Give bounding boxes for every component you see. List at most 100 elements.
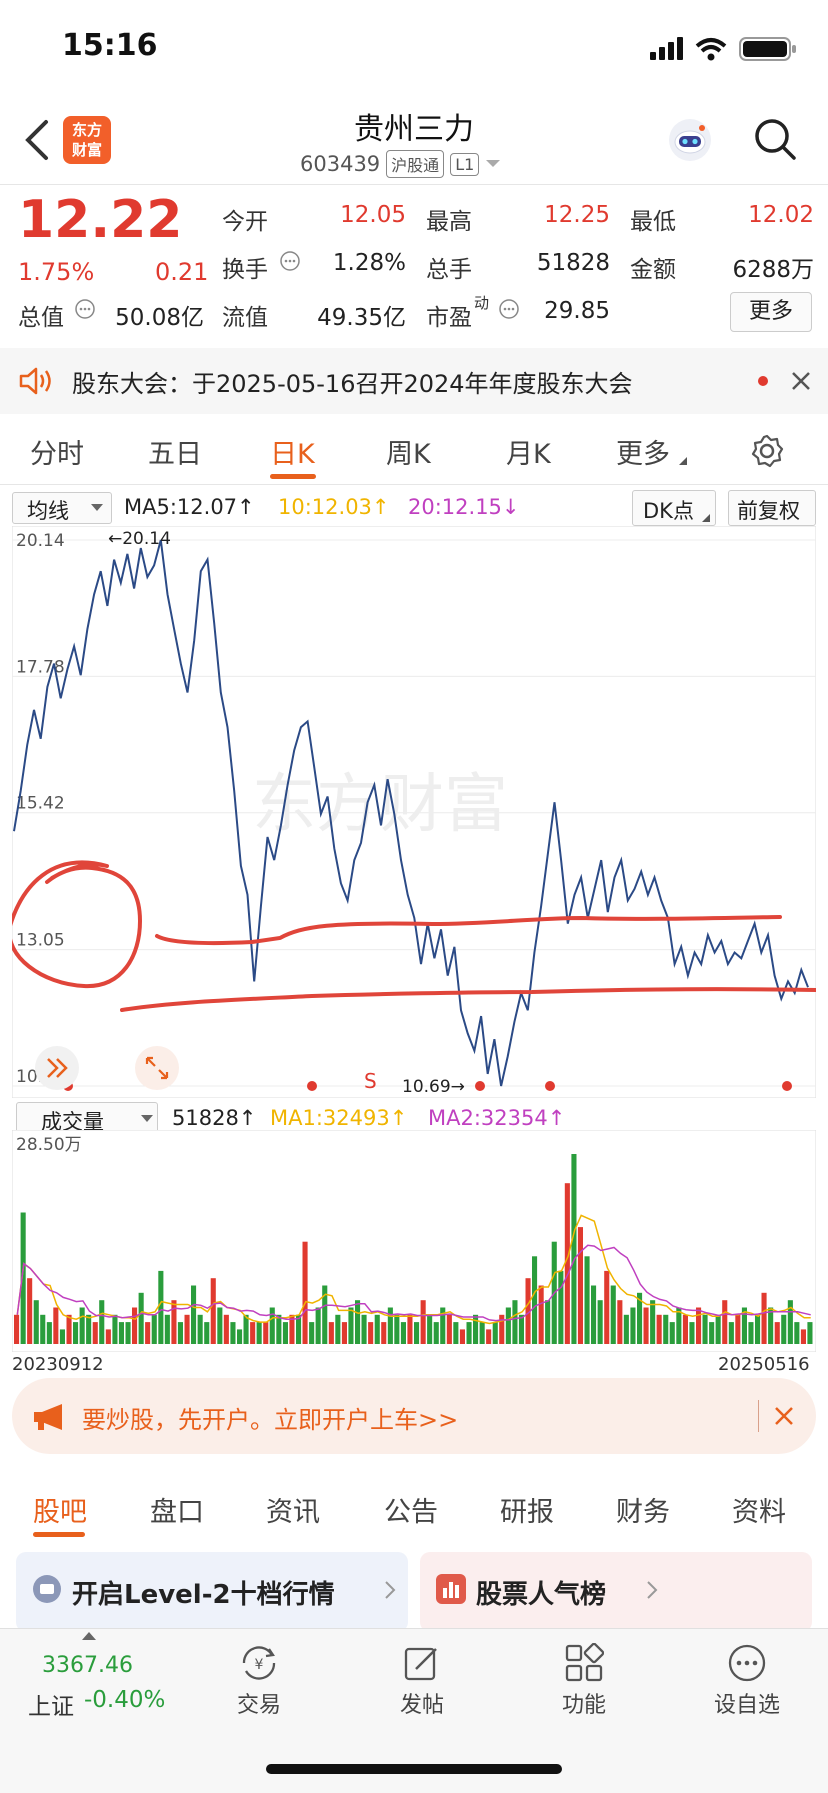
volume-bar [715, 1314, 721, 1344]
info-dots-icon[interactable] [279, 250, 301, 272]
volume-bar [145, 1322, 151, 1344]
notice-bar[interactable]: 股东大会：于2025-05-16召开2024年年度股东大会 [0, 348, 828, 414]
tab-five-day[interactable]: 五日 [148, 439, 202, 470]
volume-bar [368, 1322, 374, 1344]
index-value[interactable]: 3367.46 [42, 1653, 133, 1678]
tab-intraday[interactable]: 分时 [30, 439, 84, 470]
app-logo[interactable]: 东方 财富 [63, 116, 111, 164]
volume-bar [676, 1307, 682, 1344]
volume-bar [558, 1270, 564, 1344]
volume-bar [315, 1307, 321, 1344]
change-amount: 0.21 [155, 258, 209, 286]
hand-annotations [12, 860, 816, 1012]
volume-bar [545, 1300, 551, 1344]
indicator-dropdown[interactable]: 均线 [12, 492, 112, 524]
volume-bar [420, 1300, 426, 1344]
volume-bar [427, 1314, 433, 1344]
field-label-amount: 金额 [630, 257, 676, 283]
popularity-card[interactable]: 股票人气榜 [420, 1552, 812, 1632]
tab-profile[interactable]: 资料 [732, 1497, 786, 1528]
ma-legend-row: 均线 MA5:12.07↑ 10:12.03↑ 20:12.15↓ DK点 前复… [12, 490, 816, 526]
dock-post[interactable]: 发帖 [399, 1693, 444, 1718]
volume-bar [499, 1314, 505, 1344]
ma5-value: MA5:12.07↑ [124, 495, 255, 519]
volume-bar [584, 1256, 590, 1344]
expand-left-button[interactable] [35, 1046, 79, 1090]
divider [0, 484, 828, 485]
grid-icon[interactable] [564, 1643, 604, 1683]
tab-orderbook[interactable]: 盘口 [150, 1497, 204, 1528]
volume-bar [151, 1314, 157, 1344]
volume-bar [302, 1241, 308, 1344]
tab-news[interactable]: 资讯 [266, 1497, 320, 1528]
volume-bar [538, 1285, 544, 1344]
volume-bar [577, 1227, 583, 1344]
open-account-banner[interactable]: 要炒股，先开户。立即开户上车>> [12, 1378, 816, 1454]
fullscreen-button[interactable] [135, 1046, 179, 1090]
active-tab-indicator [270, 474, 316, 479]
volume-bar [341, 1322, 347, 1344]
volume-chart[interactable]: 28.50万 [12, 1130, 816, 1352]
more-button[interactable]: 更多 [730, 292, 812, 332]
stock-subtitle[interactable]: 603439 沪股通 L1 [300, 150, 501, 178]
tab-forum[interactable]: 股吧 [33, 1497, 87, 1528]
volume-bar [630, 1307, 636, 1344]
field-label-high: 最高 [426, 209, 472, 235]
corner-caret-icon [702, 514, 710, 522]
volume-bar [794, 1322, 800, 1344]
close-icon[interactable] [774, 1406, 794, 1426]
volume-bar [138, 1292, 144, 1344]
volume-bar [755, 1314, 761, 1344]
robot-assistant-icon[interactable] [666, 116, 714, 164]
tab-announcements[interactable]: 公告 [384, 1497, 438, 1528]
volume-bar [164, 1314, 170, 1344]
tab-daily-k[interactable]: 日K [270, 439, 315, 470]
adjust-button[interactable]: 前复权 [728, 490, 816, 526]
tab-monthly-k[interactable]: 月K [506, 439, 551, 470]
index-name: 上证 [28, 1694, 74, 1720]
info-dots-icon[interactable] [498, 298, 520, 320]
low-price-label: 10.69→ [402, 1077, 465, 1097]
trade-icon[interactable]: ¥ [236, 1643, 282, 1683]
popularity-card-title: 股票人气榜 [476, 1580, 607, 1610]
dock-functions[interactable]: 功能 [561, 1693, 606, 1718]
compose-icon[interactable] [402, 1643, 442, 1683]
field-value-low: 12.02 [748, 202, 814, 228]
dock-watchlist[interactable]: 设自选 [713, 1693, 780, 1718]
gear-icon[interactable] [750, 434, 784, 468]
dock-trade[interactable]: 交易 [236, 1693, 281, 1718]
home-indicator [266, 1764, 562, 1774]
tab-finance[interactable]: 财务 [616, 1497, 670, 1528]
tab-more[interactable]: 更多 [616, 439, 670, 470]
field-value-turnover: 1.28% [332, 250, 406, 276]
volume-bar [73, 1322, 79, 1344]
volume-bar [210, 1278, 216, 1344]
level2-card[interactable]: 开启Level-2十档行情 [16, 1552, 408, 1632]
signal-dot [545, 1081, 555, 1091]
level-tag: L1 [450, 152, 480, 176]
annotation-circle [12, 860, 143, 989]
dk-point-button[interactable]: DK点 [632, 490, 716, 526]
volume-bar [669, 1322, 675, 1344]
change-percent: 1.75% [18, 258, 95, 286]
volume-bar [79, 1307, 85, 1344]
volume-ma1-line [16, 1214, 811, 1325]
volume-bar [761, 1292, 767, 1344]
y-tick-label: 17.78 [16, 657, 65, 677]
back-arrow-icon[interactable] [22, 118, 52, 162]
volume-bar [269, 1307, 275, 1344]
info-dots-icon[interactable] [74, 298, 96, 320]
field-value-open: 12.05 [340, 202, 406, 228]
x-axis-start: 20230912 [12, 1354, 104, 1375]
stock-code: 603439 [300, 152, 381, 176]
tab-research[interactable]: 研报 [500, 1497, 554, 1528]
tab-weekly-k[interactable]: 周K [386, 439, 431, 470]
volume-bar [92, 1322, 98, 1344]
field-label-turnover: 换手 [222, 257, 268, 283]
more-dots-icon[interactable] [727, 1643, 767, 1683]
search-icon[interactable] [752, 116, 798, 162]
field-label-total-value: 总值 [18, 305, 64, 331]
volume-bar [99, 1300, 105, 1344]
close-icon[interactable] [790, 370, 812, 392]
